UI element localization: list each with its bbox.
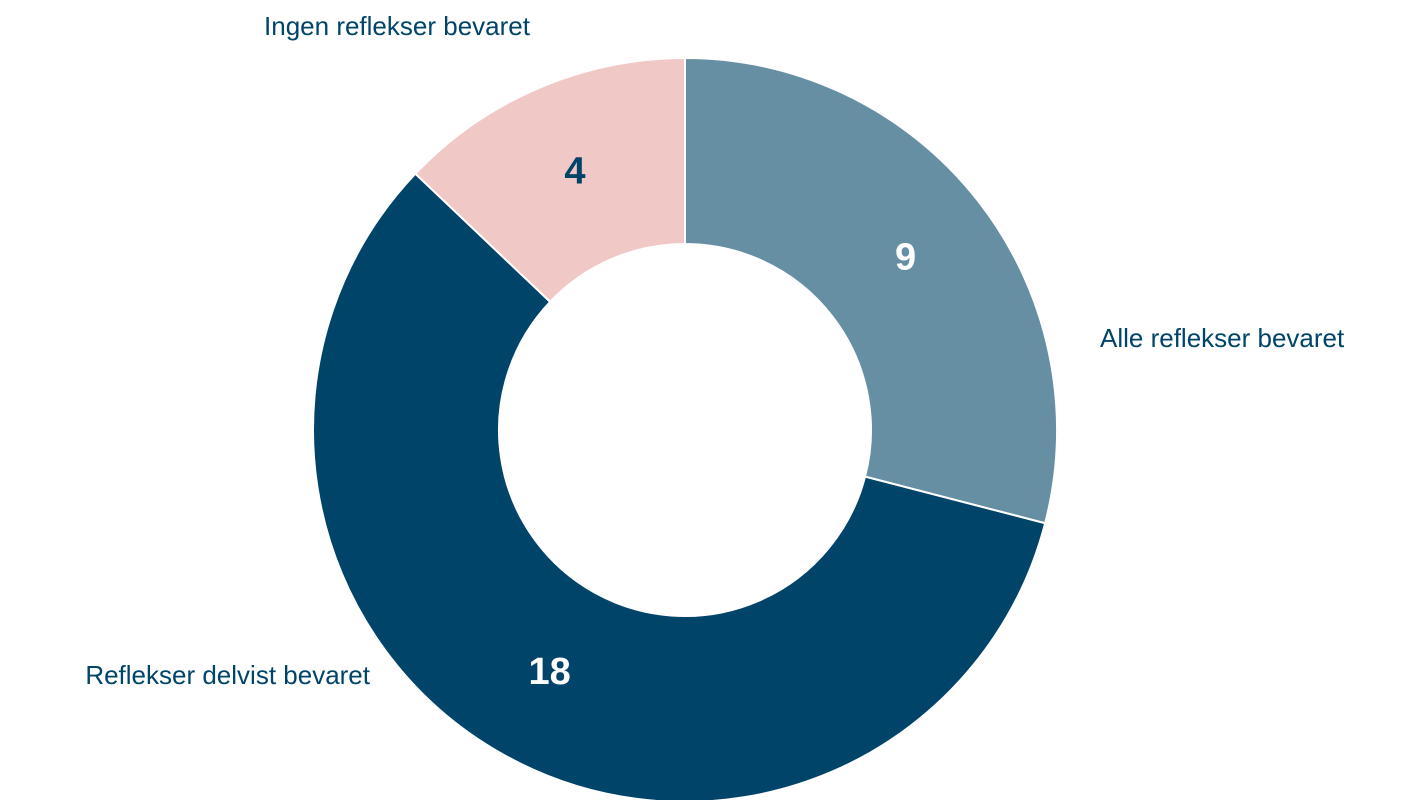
value-label: 9 bbox=[895, 236, 916, 278]
donut-slice bbox=[684, 56, 1058, 525]
value-label: 4 bbox=[564, 151, 585, 193]
category-label: Ingen reflekser bevaret bbox=[264, 11, 531, 41]
category-label: Alle reflekser bevaret bbox=[1100, 323, 1345, 353]
donut-slice bbox=[312, 172, 1047, 800]
donut-slice bbox=[413, 56, 686, 304]
value-label: 18 bbox=[528, 651, 570, 693]
category-label: Reflekser delvist bevaret bbox=[85, 660, 370, 690]
